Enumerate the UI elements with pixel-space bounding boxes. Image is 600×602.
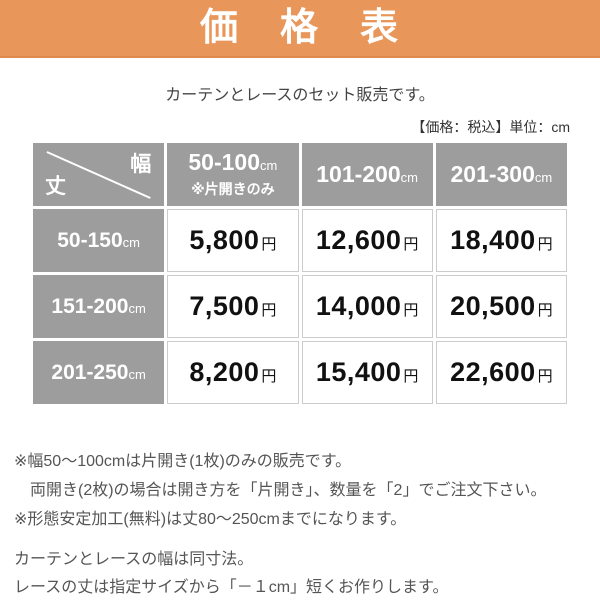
price-amount: 14,000 bbox=[315, 291, 402, 321]
col-header-101-200: 101-200cm bbox=[301, 143, 433, 206]
range-text: 201-250 bbox=[51, 360, 129, 384]
price-cell: 20,500 円 bbox=[435, 275, 567, 338]
range-text: 50-100 bbox=[188, 149, 261, 176]
note-line: ※幅50～100cmは片開き(1枚)のみの販売です。 bbox=[14, 453, 352, 470]
price-amount: 15,400 bbox=[315, 357, 402, 387]
unit-text: cm bbox=[128, 300, 146, 316]
corner-cell: 幅 丈 bbox=[33, 143, 165, 206]
col-header-range: 50-100cm bbox=[167, 150, 298, 175]
price-cell: 5,800 円 bbox=[167, 209, 299, 272]
row-header-201-250: 201-250cm bbox=[33, 341, 165, 404]
note-line: カーテンとレースの幅は同寸法。 bbox=[14, 551, 254, 568]
table-row: 151-200cm 7,500 円 14,000 円 20,500 円 bbox=[33, 275, 567, 338]
sales-notes: ※幅50～100cmは片開き(1枚)のみの販売です。 両開き(2枚)の場合は開き… bbox=[14, 447, 600, 534]
unit-text: cm bbox=[400, 169, 418, 185]
col-header-range: 101-200cm bbox=[302, 160, 433, 187]
currency-label: 円 bbox=[537, 236, 553, 253]
price-cell: 18,400 円 bbox=[435, 209, 567, 272]
currency-label: 円 bbox=[261, 368, 277, 385]
price-amount: 5,800 bbox=[189, 225, 260, 255]
currency-label: 円 bbox=[537, 368, 553, 385]
subtitle: カーテンとレースのセット販売です。 bbox=[165, 87, 435, 104]
table-row: 201-250cm 8,200 円 15,400 円 22,600 円 bbox=[33, 341, 567, 404]
unit-text: cm bbox=[128, 366, 146, 382]
price-amount: 20,500 bbox=[450, 291, 536, 321]
col-header-note: ※片開きのみ bbox=[191, 180, 275, 197]
price-amount: 12,600 bbox=[315, 225, 402, 255]
corner-length-label: 丈 bbox=[45, 175, 66, 198]
sizing-notes: カーテンとレースの幅は同寸法。 レースの丈は指定サイズから「－１cm」短くお作り… bbox=[14, 546, 600, 602]
price-amount: 8,200 bbox=[189, 357, 260, 387]
price-cell: 7,500 円 bbox=[167, 275, 299, 338]
currency-label: 円 bbox=[403, 302, 419, 319]
note-line: 両開き(2枚)の場合は開き方を「片開き」、数量を「2」でご注文下さい。 bbox=[14, 482, 547, 499]
row-header-range: 151-200cm bbox=[51, 295, 145, 318]
range-text: 201-300 bbox=[450, 160, 535, 187]
price-cell: 14,000 円 bbox=[301, 275, 433, 338]
price-amount: 7,500 bbox=[189, 291, 260, 321]
col-header-201-300: 201-300cm bbox=[435, 143, 567, 206]
title-banner: 価 格 表 bbox=[0, 0, 600, 58]
col-header-range: 201-300cm bbox=[436, 160, 567, 187]
tax-unit-note: 【価格：税込】単位：cm bbox=[411, 119, 570, 135]
range-text: 151-200 bbox=[51, 294, 129, 318]
header-row: 幅 丈 50-100cm ※片開きのみ 101-200cm 201-300cm bbox=[33, 143, 567, 206]
price-cell: 22,600 円 bbox=[435, 341, 567, 404]
price-amount: 18,400 bbox=[450, 225, 536, 255]
range-text: 50-150 bbox=[57, 228, 123, 252]
price-cell: 12,600 円 bbox=[301, 209, 433, 272]
col-header-50-100: 50-100cm ※片開きのみ bbox=[167, 143, 299, 206]
price-cell: 8,200 円 bbox=[167, 341, 299, 404]
row-header-range: 201-250cm bbox=[51, 361, 145, 384]
page-title: 価 格 表 bbox=[199, 7, 400, 49]
row-header-151-200: 151-200cm bbox=[33, 275, 165, 338]
diagonal-divider-icon bbox=[46, 151, 151, 199]
corner-width-label: 幅 bbox=[130, 153, 152, 176]
unit-text: cm bbox=[260, 158, 278, 174]
row-header-50-150: 50-150cm bbox=[33, 209, 165, 272]
note-line: レースの丈は指定サイズから「－１cm」短くお作りします。 bbox=[14, 579, 449, 596]
unit-text: cm bbox=[534, 169, 553, 185]
currency-label: 円 bbox=[403, 368, 419, 385]
row-header-range: 50-150cm bbox=[57, 229, 140, 252]
currency-label: 円 bbox=[537, 302, 553, 319]
price-table: 幅 丈 50-100cm ※片開きのみ 101-200cm 201-300cm … bbox=[30, 140, 570, 407]
range-text: 101-200 bbox=[316, 160, 401, 187]
currency-label: 円 bbox=[261, 236, 277, 253]
note-line: ※形態安定加工(無料)は丈80～250cmまでになります。 bbox=[14, 511, 407, 528]
currency-label: 円 bbox=[403, 236, 419, 253]
table-row: 50-150cm 5,800 円 12,600 円 18,400 円 bbox=[33, 209, 567, 272]
price-cell: 15,400 円 bbox=[301, 341, 433, 404]
unit-text: cm bbox=[122, 234, 140, 250]
price-amount: 22,600 bbox=[450, 357, 536, 387]
currency-label: 円 bbox=[261, 302, 277, 319]
